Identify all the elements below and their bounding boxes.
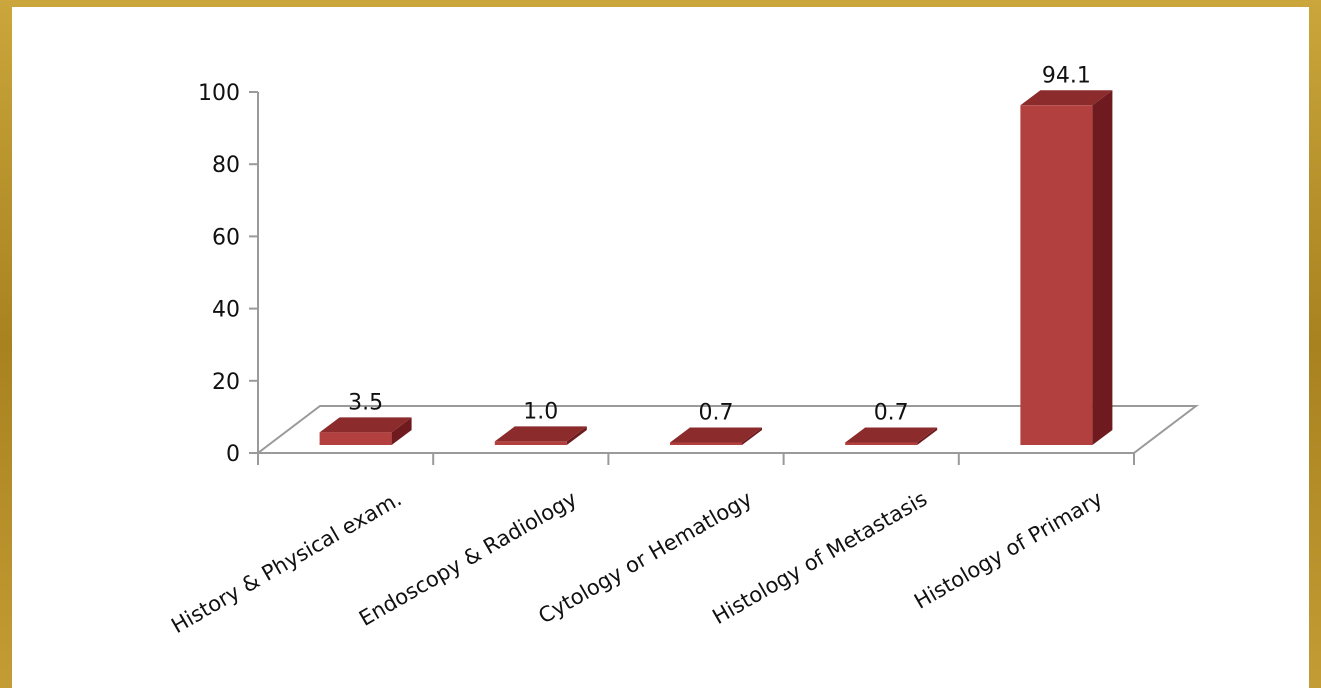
chart-floor — [255, 405, 1199, 454]
bar — [1020, 90, 1113, 445]
chart-panel: 0 20 40 60 80 100 3.5 History & Physical exam.… — [12, 7, 1309, 688]
bar-top — [319, 417, 412, 433]
data-label: 1.0 — [523, 399, 558, 424]
bars — [319, 90, 1113, 445]
category-label: Histology of Primary — [910, 487, 1106, 614]
y-tick-label: 80 — [212, 153, 240, 178]
bar-side — [1092, 90, 1113, 445]
bar-front — [670, 442, 742, 445]
axes: 0 20 40 60 80 100 — [198, 81, 1135, 467]
y-tick-label: 20 — [212, 370, 240, 395]
bar — [319, 417, 412, 445]
data-label: 0.7 — [874, 400, 909, 425]
bar-top — [494, 426, 587, 442]
bar-side — [391, 417, 412, 445]
bar-front — [494, 441, 567, 445]
bar-side — [566, 426, 587, 445]
bar-front — [845, 442, 918, 445]
bar — [670, 427, 762, 445]
bar-side — [917, 427, 938, 445]
bar-top — [1020, 90, 1113, 106]
y-tick-label: 60 — [212, 225, 240, 250]
bar-top — [670, 427, 762, 443]
data-label: 0.7 — [699, 400, 734, 425]
y-tick-label: 100 — [198, 81, 240, 106]
bar — [494, 426, 587, 445]
floor-plane — [255, 405, 1199, 454]
data-label: 94.1 — [1042, 63, 1091, 88]
bar-side — [742, 427, 762, 445]
bar — [845, 427, 938, 445]
bar-top — [845, 427, 938, 443]
bar-front — [319, 432, 392, 445]
y-tick-label: 0 — [226, 442, 240, 467]
y-tick-label: 40 — [212, 298, 240, 323]
data-label: 3.5 — [348, 390, 383, 415]
bar-front — [1020, 105, 1093, 445]
